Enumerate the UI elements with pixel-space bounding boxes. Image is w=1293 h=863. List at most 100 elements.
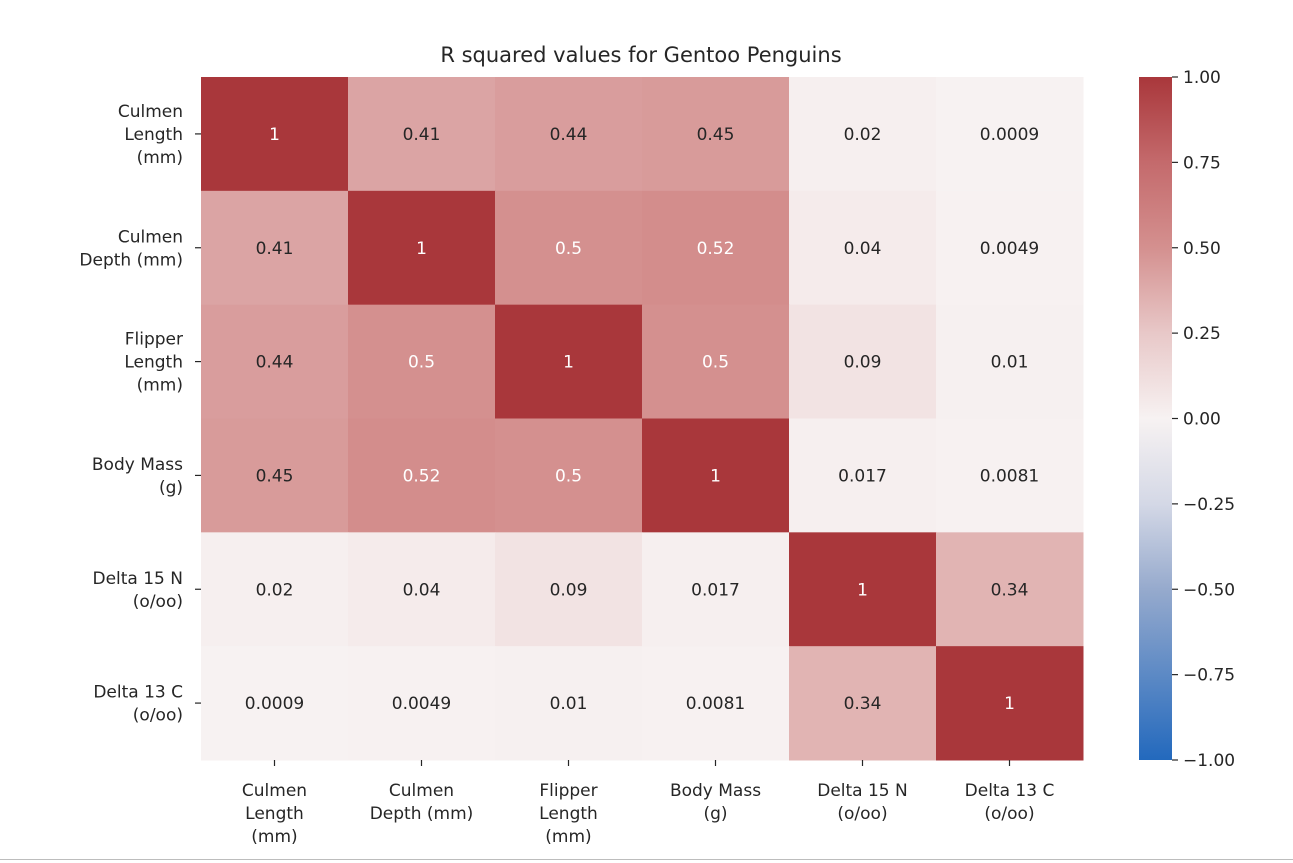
colorbar-tick-label: 0.00 bbox=[1183, 410, 1221, 430]
heatmap-cell: 0.0081 bbox=[936, 418, 1084, 533]
x-tick-label: Culmen Length (mm) bbox=[242, 781, 307, 847]
cell-annotation: 0.017 bbox=[691, 580, 740, 600]
cell-annotation: 0.0081 bbox=[980, 466, 1039, 486]
heatmap-cell: 0.34 bbox=[936, 532, 1084, 647]
cell-annotation: 0.45 bbox=[697, 125, 735, 145]
heatmap-cell: 0.0049 bbox=[348, 646, 496, 761]
heatmap-cell: 0.09 bbox=[789, 304, 937, 419]
cell-annotation: 0.0081 bbox=[686, 694, 745, 714]
cell-annotation: 0.45 bbox=[256, 466, 294, 486]
heatmap-cell: 1 bbox=[495, 304, 643, 419]
cell-annotation: 0.52 bbox=[403, 466, 441, 486]
cell-annotation: 0.09 bbox=[550, 580, 588, 600]
heatmap-cell: 1 bbox=[642, 418, 790, 533]
cell-rect bbox=[201, 77, 349, 192]
heatmap-cell: 1 bbox=[936, 646, 1084, 761]
cell-rect bbox=[789, 77, 937, 192]
colorbar-tick-label: 0.25 bbox=[1183, 324, 1221, 344]
cell-rect bbox=[936, 77, 1084, 192]
colorbar-tick-label: 0.75 bbox=[1183, 153, 1221, 173]
cell-annotation: 0.01 bbox=[550, 694, 588, 714]
cell-annotation: 0.02 bbox=[256, 580, 294, 600]
colorbar-tick-label: −0.75 bbox=[1183, 666, 1235, 686]
heatmap-cell: 0.0009 bbox=[201, 646, 349, 761]
colorbar-tick-label: −0.25 bbox=[1183, 495, 1235, 515]
y-tick-label: Delta 13 C (o/oo) bbox=[93, 683, 183, 726]
heatmap-cell: 0.44 bbox=[495, 77, 643, 192]
cell-rect bbox=[789, 418, 937, 533]
heatmap-cell: 0.45 bbox=[642, 77, 790, 192]
heatmap-cell: 0.5 bbox=[495, 190, 643, 306]
heatmap-cell: 0.45 bbox=[201, 418, 349, 533]
cell-annotation: 0.34 bbox=[991, 580, 1029, 600]
cell-annotation: 0.44 bbox=[256, 353, 294, 373]
y-tick-label: Flipper Length (mm) bbox=[124, 330, 183, 396]
heatmap-cell: 0.01 bbox=[936, 304, 1084, 419]
cell-rect bbox=[348, 190, 496, 306]
heatmap-cell: 0.01 bbox=[495, 646, 643, 761]
cell-rect bbox=[936, 418, 1084, 533]
cell-annotation: 0.52 bbox=[697, 239, 735, 259]
x-tick-label: Delta 15 N (o/oo) bbox=[817, 781, 908, 824]
cell-annotation: 1 bbox=[710, 466, 721, 486]
cell-rect bbox=[201, 190, 349, 306]
cell-rect bbox=[936, 532, 1084, 647]
cell-rect bbox=[201, 304, 349, 419]
heatmap-cell: 0.02 bbox=[789, 77, 937, 192]
cell-annotation: 0.09 bbox=[844, 353, 882, 373]
cell-rect bbox=[642, 190, 790, 306]
x-tick-label: Delta 13 C (o/oo) bbox=[965, 781, 1055, 824]
heatmap-cell: 0.41 bbox=[348, 77, 496, 192]
cell-annotation: 0.34 bbox=[844, 694, 882, 714]
cell-rect bbox=[936, 304, 1084, 419]
heatmap-cell: 0.34 bbox=[789, 646, 937, 761]
y-tick-label: Body Mass (g) bbox=[92, 455, 183, 498]
colorbar bbox=[1139, 77, 1172, 760]
cell-annotation: 1 bbox=[563, 353, 574, 373]
heatmap-cell: 0.09 bbox=[495, 532, 643, 647]
cell-rect bbox=[789, 304, 937, 419]
cell-rect bbox=[936, 646, 1084, 761]
cell-rect bbox=[201, 646, 349, 761]
cell-annotation: 0.41 bbox=[256, 239, 294, 259]
colorbar-tick-label: −1.00 bbox=[1183, 751, 1235, 771]
heatmap-cell: 0.04 bbox=[348, 532, 496, 647]
cell-rect bbox=[201, 532, 349, 647]
y-axis-labels: Culmen Length (mm) Culmen Depth (mm) Flipper L… bbox=[79, 102, 201, 726]
cell-annotation: 0.0009 bbox=[980, 125, 1039, 145]
cell-rect bbox=[495, 532, 643, 647]
heatmap-cell: 1 bbox=[348, 190, 496, 306]
heatmap-cells: 1 0.41 0.44 0.45 0.02 0.0009 0.41 1 0.5 0.52 0.04 0… bbox=[201, 77, 1084, 761]
heatmap-cell: 0.0009 bbox=[936, 77, 1084, 192]
cell-rect bbox=[789, 190, 937, 306]
heatmap-cell: 1 bbox=[789, 532, 937, 647]
cell-annotation: 1 bbox=[269, 125, 280, 145]
heatmap-cell: 0.44 bbox=[201, 304, 349, 419]
colorbar-tick-label: −0.50 bbox=[1183, 580, 1235, 600]
cell-annotation: 0.5 bbox=[408, 353, 435, 373]
x-tick-label: Body Mass (g) bbox=[670, 781, 761, 824]
heatmap-cell: 0.52 bbox=[642, 190, 790, 306]
cell-rect bbox=[348, 77, 496, 192]
heatmap-cell: 0.41 bbox=[201, 190, 349, 306]
heatmap-cell: 0.52 bbox=[348, 418, 496, 533]
x-tick-label: Culmen Depth (mm) bbox=[370, 781, 474, 824]
cell-annotation: 0.41 bbox=[403, 125, 441, 145]
cell-rect bbox=[936, 190, 1084, 306]
cell-annotation: 0.0049 bbox=[980, 239, 1039, 259]
cell-rect bbox=[348, 304, 496, 419]
heatmap-cell: 0.5 bbox=[642, 304, 790, 419]
colorbar-tick-label: 1.00 bbox=[1183, 68, 1221, 88]
cell-rect bbox=[495, 418, 643, 533]
cell-rect bbox=[642, 646, 790, 761]
colorbar-ticks: 1.00 0.75 0.50 0.25 0.00 −0.25 −0.50 −0.75 −1.00 bbox=[1172, 68, 1235, 771]
heatmap-cell: 0.0049 bbox=[936, 190, 1084, 306]
y-tick-label: Culmen Length (mm) bbox=[118, 102, 183, 168]
colorbar-tick-label: 0.50 bbox=[1183, 239, 1221, 259]
heatmap-cell: 0.04 bbox=[789, 190, 937, 306]
cell-rect bbox=[789, 646, 937, 761]
cell-rect bbox=[348, 418, 496, 533]
cell-annotation: 0.04 bbox=[844, 239, 882, 259]
chart-title: R squared values for Gentoo Penguins bbox=[440, 43, 841, 67]
